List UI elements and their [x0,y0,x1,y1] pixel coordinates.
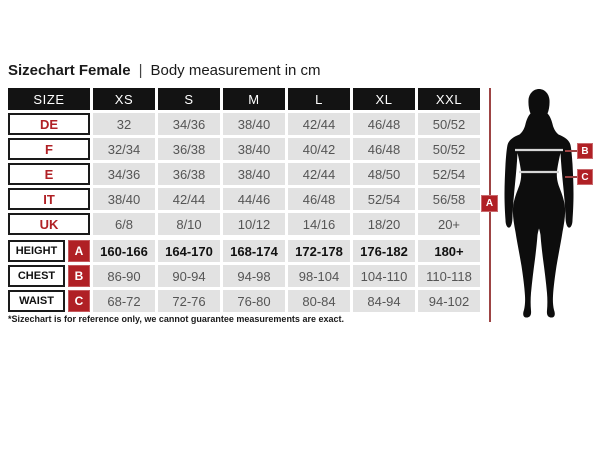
table-cell: 76-80 [223,290,285,312]
row-label-it: IT [8,188,90,210]
table-cell: 38/40 [223,138,285,160]
marker-c-figure-badge: C [577,169,593,185]
col-header-size: SIZE [8,88,90,110]
table-cell: 36/38 [158,138,220,160]
table-cell: 8/10 [158,213,220,235]
marker-c-badge: C [68,290,90,312]
table-cell: 52/54 [353,188,415,210]
marker-b-badge: B [68,265,90,287]
table-cell: 94-102 [418,290,480,312]
table-cell: 46/48 [353,138,415,160]
table-cell: 110-118 [418,265,480,287]
table-cell: 40/42 [288,138,350,160]
row-label-waist: WAIST C [8,290,90,312]
table-cell: 84-94 [353,290,415,312]
waist-label: WAIST [8,290,65,312]
table-cell: 14/16 [288,213,350,235]
title-subtitle: Body measurement in cm [150,62,321,79]
table-cell: 98-104 [288,265,350,287]
table-cell: 52/54 [418,163,480,185]
table-cell: 32 [93,113,155,135]
table-cell: 72-76 [158,290,220,312]
table-cell: 34/36 [93,163,155,185]
table-cell: 18/20 [353,213,415,235]
row-label-height: HEIGHT A [8,240,90,262]
col-header-xl: XL [353,88,415,110]
table-cell: 48/50 [353,163,415,185]
table-cell: 50/52 [418,138,480,160]
table-cell: 168-174 [223,240,285,262]
table-cell: 160-166 [93,240,155,262]
table-cell: 38/40 [223,113,285,135]
table-cell: 42/44 [288,113,350,135]
table-cell: 90-94 [158,265,220,287]
row-label-e: E [8,163,90,185]
size-table: SIZE XS S M L XL XXL DE 32 34/36 38/40 4… [8,88,480,235]
table-cell: 176-182 [353,240,415,262]
row-label-f: F [8,138,90,160]
chest-label: CHEST [8,265,65,287]
marker-a-badge: A [68,240,90,262]
table-cell: 56/58 [418,188,480,210]
female-silhouette [504,89,574,318]
marker-a-figure-badge: A [481,195,498,212]
table-cell: 38/40 [223,163,285,185]
table-cell: 164-170 [158,240,220,262]
col-header-l: L [288,88,350,110]
table-cell: 6/8 [93,213,155,235]
table-cell: 32/34 [93,138,155,160]
table-cell: 172-178 [288,240,350,262]
table-cell: 104-110 [353,265,415,287]
table-cell: 94-98 [223,265,285,287]
chest-marker-connector [565,150,577,152]
title-main: Sizechart Female [8,62,131,79]
measurement-table: HEIGHT A 160-166 164-170 168-174 172-178… [8,240,480,312]
row-label-chest: CHEST B [8,265,90,287]
table-cell: 80-84 [288,290,350,312]
col-header-m: M [223,88,285,110]
row-label-uk: UK [8,213,90,235]
table-cell: 34/36 [158,113,220,135]
col-header-xs: XS [93,88,155,110]
table-cell: 68-72 [93,290,155,312]
table-cell: 46/48 [353,113,415,135]
table-cell: 44/46 [223,188,285,210]
table-cell: 20+ [418,213,480,235]
col-header-s: S [158,88,220,110]
table-cell: 42/44 [158,188,220,210]
table-cell: 36/38 [158,163,220,185]
table-cell: 86-90 [93,265,155,287]
table-cell: 10/12 [223,213,285,235]
silhouette-body-path [504,89,574,318]
table-cell: 46/48 [288,188,350,210]
col-header-xxl: XXL [418,88,480,110]
height-label: HEIGHT [8,240,65,262]
title-separator: | [138,62,143,79]
table-cell: 42/44 [288,163,350,185]
waist-marker-connector [565,176,577,178]
page-title: Sizechart Female | Body measurement in cm [8,62,321,79]
marker-b-figure-badge: B [577,143,593,159]
disclaimer-footnote: *Sizechart is for reference only, we can… [8,314,344,324]
table-cell: 180+ [418,240,480,262]
row-label-de: DE [8,113,90,135]
table-cell: 50/52 [418,113,480,135]
table-cell: 38/40 [93,188,155,210]
